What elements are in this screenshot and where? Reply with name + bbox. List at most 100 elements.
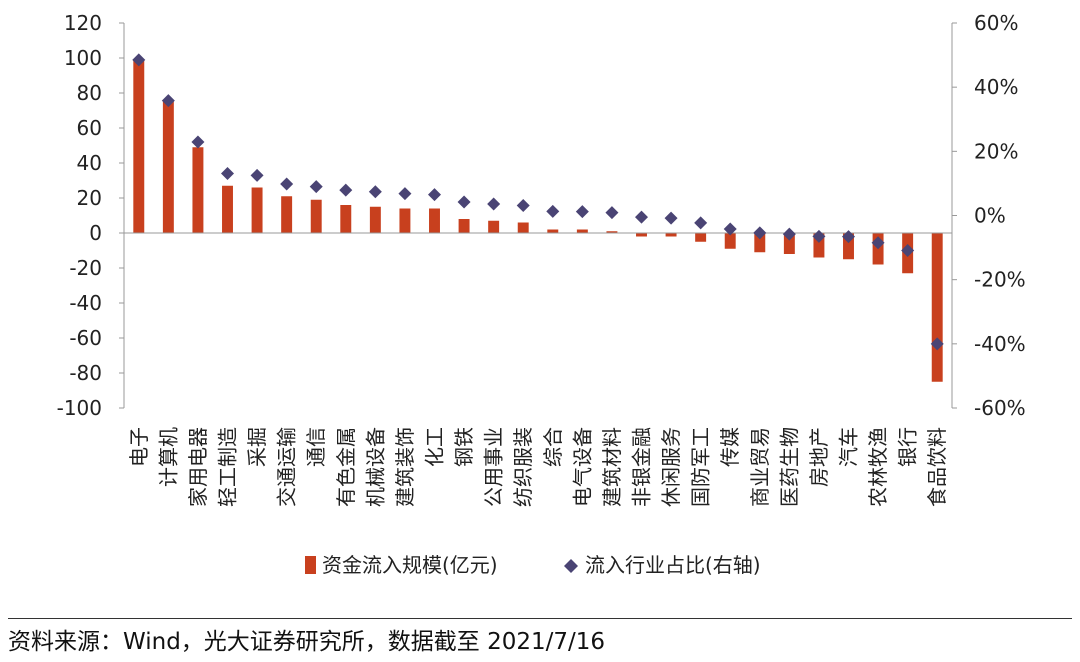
category-label: 纺织服装	[511, 427, 535, 507]
left-tick-label: -60	[69, 326, 102, 350]
category-label: 综合	[541, 427, 565, 467]
category-label: 农林牧渔	[866, 427, 890, 507]
marker-point	[694, 216, 708, 230]
bar	[251, 187, 263, 233]
category-label: 家用电器	[186, 427, 210, 507]
legend-marker-swatch	[564, 559, 578, 573]
left-tick-label: 100	[64, 46, 102, 70]
marker-point	[664, 211, 678, 225]
marker-point	[487, 197, 501, 211]
bar	[695, 233, 707, 242]
bar	[399, 208, 411, 233]
legend-bar-swatch	[305, 556, 316, 574]
marker-point	[339, 183, 353, 197]
marker-point	[161, 94, 175, 108]
bar	[458, 219, 470, 233]
bar	[369, 206, 381, 233]
bar	[665, 233, 677, 237]
category-label: 银行	[896, 427, 920, 467]
left-tick-label: 120	[64, 11, 102, 35]
marker-point	[368, 185, 382, 199]
category-label: 机械设备	[363, 427, 387, 507]
right-tick-label: 20%	[974, 139, 1018, 163]
left-tick-label: 20	[77, 186, 102, 210]
bar	[429, 208, 440, 233]
left-tick-label: -100	[57, 396, 102, 420]
category-labels: 电子 计算机 家用电器 轻工制造 采掘 交通运输 通信 有色金属 机械设备 建筑装饰 化工 钢铁 公用事…	[127, 427, 949, 507]
category-label: 非银金融	[630, 427, 654, 507]
marker-point	[901, 243, 915, 257]
left-tick-label: 60	[77, 116, 102, 140]
category-label: 建筑装饰	[393, 427, 417, 507]
bar	[162, 100, 174, 233]
bar	[340, 205, 352, 233]
bar	[783, 233, 795, 254]
marker-point	[516, 199, 530, 213]
marker-point	[546, 204, 560, 218]
category-label: 电气设备	[570, 427, 594, 507]
category-label: 电子	[127, 427, 151, 467]
bar	[192, 147, 204, 233]
left-tick-label: -40	[69, 291, 102, 315]
marker-point	[428, 188, 441, 202]
marker-point	[457, 195, 471, 209]
category-label: 国防军工	[689, 427, 713, 507]
marker-point	[605, 206, 619, 220]
marker-point	[280, 177, 294, 191]
bar	[488, 220, 500, 233]
marker-point	[398, 187, 412, 201]
source-divider	[8, 618, 1072, 619]
marker-point	[812, 229, 826, 243]
right-tick-label: 40%	[974, 75, 1018, 99]
bar	[547, 229, 559, 233]
category-label: 商业贸易	[748, 427, 772, 507]
marker-point	[250, 168, 264, 182]
marker-point	[635, 210, 648, 224]
legend: 资金流入规模(亿元) 流入行业占比(右轴)	[305, 553, 761, 577]
marker-point	[221, 166, 234, 180]
marker-point	[753, 226, 767, 240]
right-tick-label: -40%	[974, 332, 1026, 356]
category-label: 医药生物	[777, 427, 801, 507]
bar-series	[133, 59, 943, 382]
category-label: 休闲服务	[659, 427, 683, 507]
marker-series	[132, 53, 944, 351]
legend-marker-label: 流入行业占比(右轴)	[585, 553, 761, 577]
category-label: 公用事业	[482, 427, 506, 507]
bar	[222, 185, 233, 233]
bar	[813, 233, 825, 258]
bar	[754, 233, 766, 253]
marker-point	[723, 222, 737, 236]
marker-point	[309, 180, 323, 194]
right-tick-label: -20%	[974, 268, 1026, 292]
source-note: 资料来源：Wind，光大证券研究所，数据截至 2021/7/16	[8, 629, 606, 655]
category-label: 轻工制造	[216, 427, 240, 507]
chart: 120 100 80 60 40 20 0 -20 -40 -60 -80 -100 60% 40% 20…	[57, 11, 1026, 577]
marker-point	[782, 227, 796, 241]
marker-point	[132, 53, 146, 67]
marker-point	[930, 337, 944, 351]
marker-point	[842, 230, 855, 244]
left-axis: 120 100 80 60 40 20 0 -20 -40 -60 -80 -100	[57, 11, 125, 420]
bar	[931, 233, 943, 382]
bar	[843, 233, 854, 260]
bar	[724, 233, 736, 249]
category-label: 房地产	[807, 427, 831, 487]
right-tick-label: -60%	[974, 396, 1026, 420]
bar	[636, 233, 647, 237]
category-label: 汽车	[837, 427, 861, 467]
category-label: 建筑材料	[600, 427, 624, 507]
category-label: 采掘	[245, 427, 269, 467]
left-tick-label: 80	[77, 81, 102, 105]
right-tick-label: 0%	[974, 204, 1006, 228]
marker-point	[191, 135, 205, 149]
bar	[576, 229, 588, 233]
legend-bar-label: 资金流入规模(亿元)	[322, 553, 498, 577]
bar	[133, 59, 145, 233]
category-label: 传媒	[718, 427, 742, 467]
category-label: 化工	[423, 427, 447, 467]
left-tick-label: 40	[77, 151, 102, 175]
left-tick-label: -80	[69, 361, 102, 385]
right-axis: 60% 40% 20% 0% -20% -40% -60%	[951, 11, 1026, 420]
marker-point	[871, 236, 885, 250]
